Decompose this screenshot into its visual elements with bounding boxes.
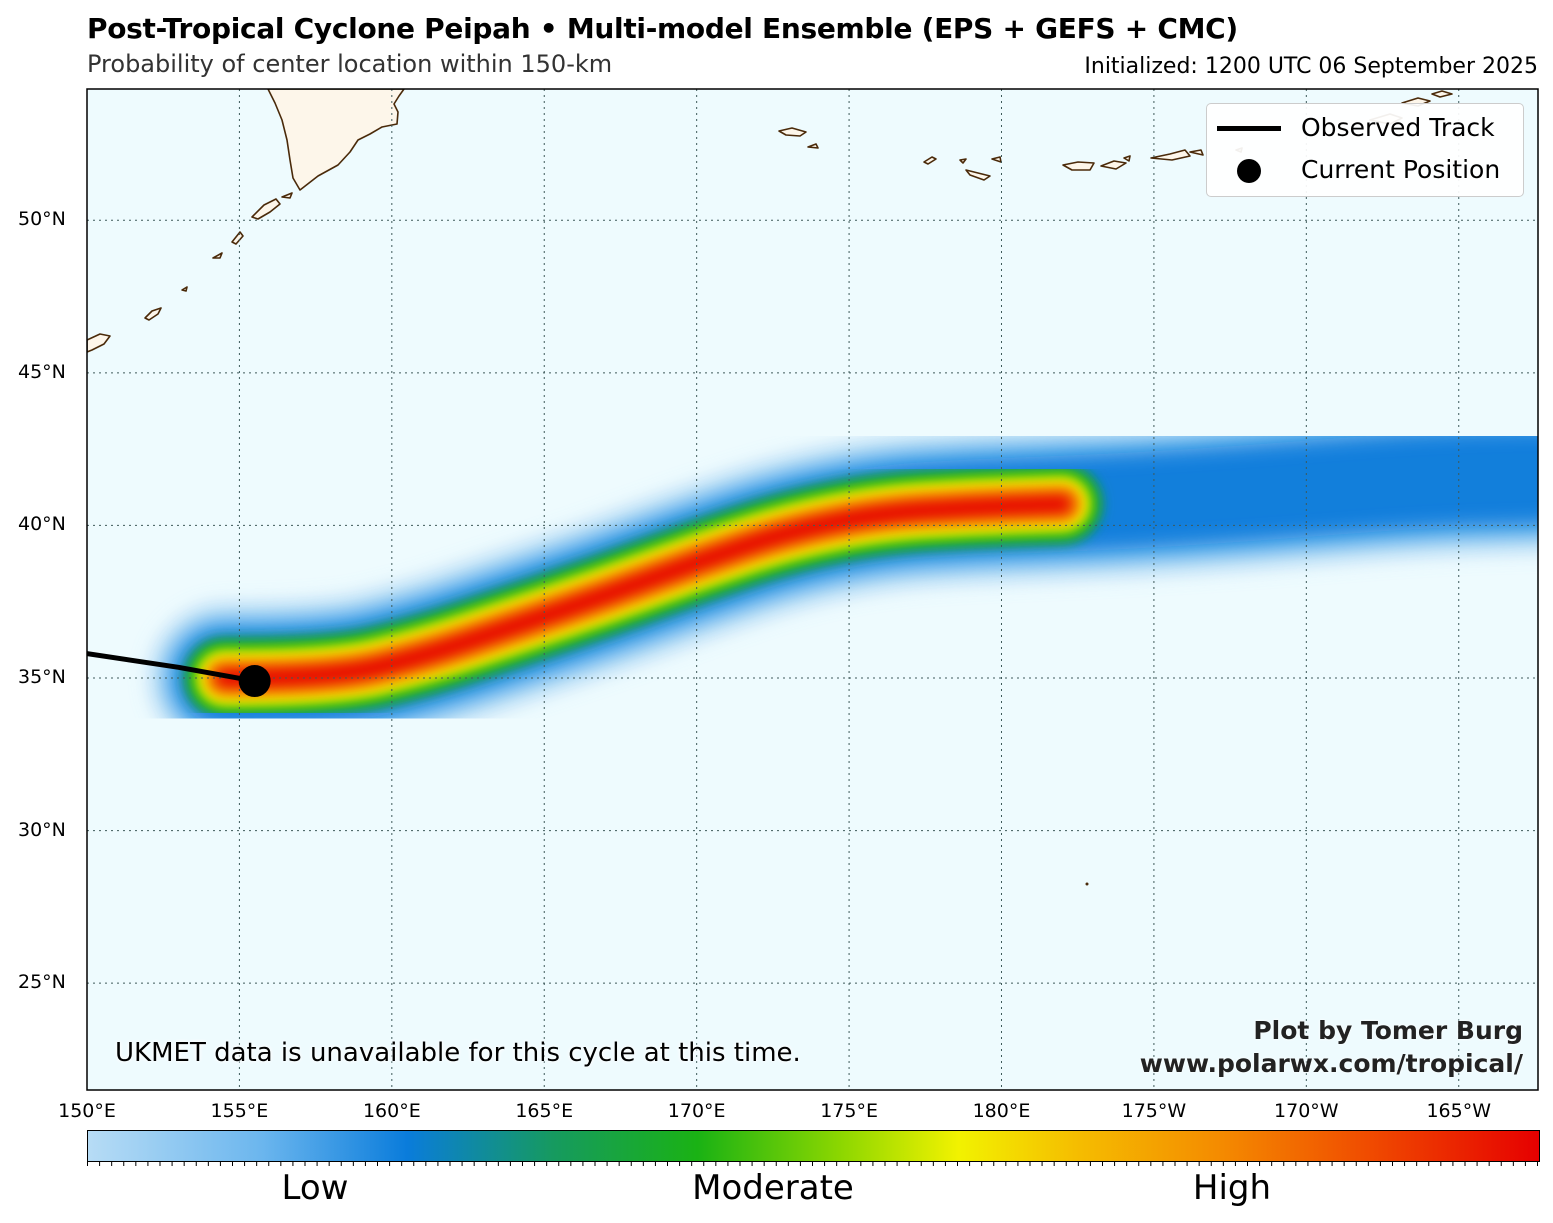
landmass [231, 231, 244, 245]
ukmet-note: UKMET data is unavailable for this cycle… [115, 1038, 801, 1068]
landmass [144, 307, 162, 321]
landmass [991, 156, 1002, 163]
longitude-tick-label: 165°W [1426, 1100, 1492, 1122]
legend-item-observed-track: Observed Track [1207, 110, 1523, 146]
landmass [1123, 155, 1131, 162]
observed-track [87, 651, 256, 684]
colorbar-ticks [87, 1161, 1538, 1166]
position-dot-icon [1237, 159, 1261, 183]
landmass [1431, 90, 1453, 98]
landmass [807, 143, 819, 149]
landmass [251, 198, 281, 220]
map-frame [86, 88, 1539, 1091]
landmass [87, 333, 111, 353]
longitude-tick-label: 175°W [1121, 1100, 1187, 1122]
landmass [1062, 161, 1095, 171]
legend-label-current-position: Current Position [1301, 155, 1501, 184]
colorbar-label-high: High [1192, 1168, 1272, 1208]
longitude-tick-label: 165°E [515, 1100, 574, 1122]
landmass [965, 169, 991, 181]
chart-subtitle: Probability of center location within 15… [87, 50, 613, 78]
landmass [1189, 149, 1204, 156]
probability-contour [218, 498, 1069, 684]
landmass [1150, 149, 1191, 161]
landmass [778, 127, 807, 137]
current-position-marker [238, 665, 271, 698]
landmass [959, 158, 967, 164]
longitude-tick-label: 180°E [972, 1100, 1031, 1122]
longitude-tick-label: 150°E [58, 1100, 116, 1122]
observed-track-layer [87, 651, 271, 698]
latitude-tick-label: 45°N [18, 360, 66, 383]
landmass [1100, 160, 1127, 170]
latitude-tick-label: 40°N [18, 513, 66, 536]
longitude-tick-label: 160°E [362, 1100, 421, 1122]
land-layer [87, 89, 1453, 886]
small-island [1085, 882, 1089, 886]
gridlines [87, 89, 1538, 1090]
landmass [212, 252, 223, 259]
probability-field [149, 401, 1538, 753]
latitude-tick-label: 50°N [18, 208, 66, 231]
chart-title: Post-Tropical Cyclone Peipah • Multi-mod… [87, 12, 1238, 45]
legend-item-current-position: Current Position [1207, 152, 1523, 188]
initialized-time: Initialized: 1200 UTC 06 September 2025 [1084, 54, 1538, 79]
probability-colorbar [87, 1130, 1540, 1162]
landmass [281, 192, 293, 199]
longitude-tick-label: 170°E [667, 1100, 726, 1122]
legend-label-observed-track: Observed Track [1301, 113, 1495, 142]
longitude-tick-label: 175°E [820, 1100, 878, 1122]
track-line-icon [1217, 126, 1281, 131]
credit-author: Plot by Tomer Burg [1253, 1016, 1523, 1045]
legend: Observed Track Current Position [1206, 103, 1524, 197]
landmass [267, 89, 405, 191]
colorbar-label-moderate: Moderate [692, 1168, 854, 1208]
colorbar-label-low: Low [281, 1168, 349, 1208]
credit-url: www.polarwx.com/tropical/ [1139, 1049, 1523, 1078]
latitude-tick-label: 30°N [18, 818, 66, 841]
latitude-tick-label: 25°N [18, 971, 66, 994]
landmass [923, 156, 937, 165]
longitude-tick-label: 155°E [210, 1100, 269, 1122]
longitude-tick-label: 170°W [1274, 1100, 1339, 1122]
landmass [181, 286, 188, 292]
latitude-tick-label: 35°N [18, 666, 66, 688]
